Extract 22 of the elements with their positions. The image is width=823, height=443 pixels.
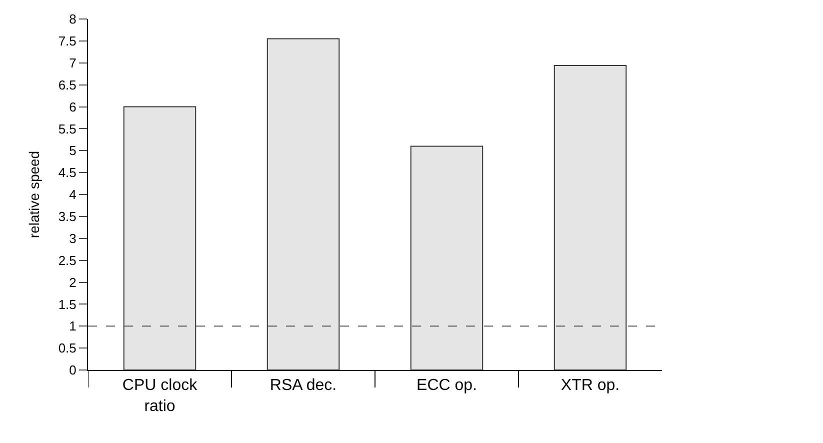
y-tick-label: 5.5	[58, 121, 76, 136]
y-tick-label: 7.5	[58, 33, 76, 48]
y-tick-label: 3.5	[58, 208, 76, 224]
y-tick-label: 7	[69, 55, 76, 70]
y-tick-label: 8	[69, 12, 76, 27]
y-tick-label: 2.5	[58, 252, 76, 268]
y-tick-label: 6	[69, 99, 76, 114]
y-tick-label: 2	[69, 274, 76, 290]
y-tick-label: 0	[69, 362, 76, 378]
y-tick-label: 4.5	[58, 165, 76, 180]
y-tick-label: 5	[69, 143, 76, 158]
x-tick-label: XTR op.	[560, 377, 620, 394]
x-tick-label: ECC op.	[416, 377, 477, 394]
y-tick-label: 1.5	[58, 296, 76, 312]
y-axis-title: relative speed	[26, 150, 42, 238]
x-tick-label: RSA dec.	[270, 377, 337, 394]
y-tick-label: 3	[69, 230, 76, 246]
x-tick-label: CPU clock ratio	[122, 377, 198, 415]
y-tick-label: 1	[69, 318, 76, 334]
y-tick-label: 4	[69, 187, 76, 202]
y-tick-label: 6.5	[58, 77, 76, 92]
y-tick-label: 0.5	[58, 340, 76, 356]
